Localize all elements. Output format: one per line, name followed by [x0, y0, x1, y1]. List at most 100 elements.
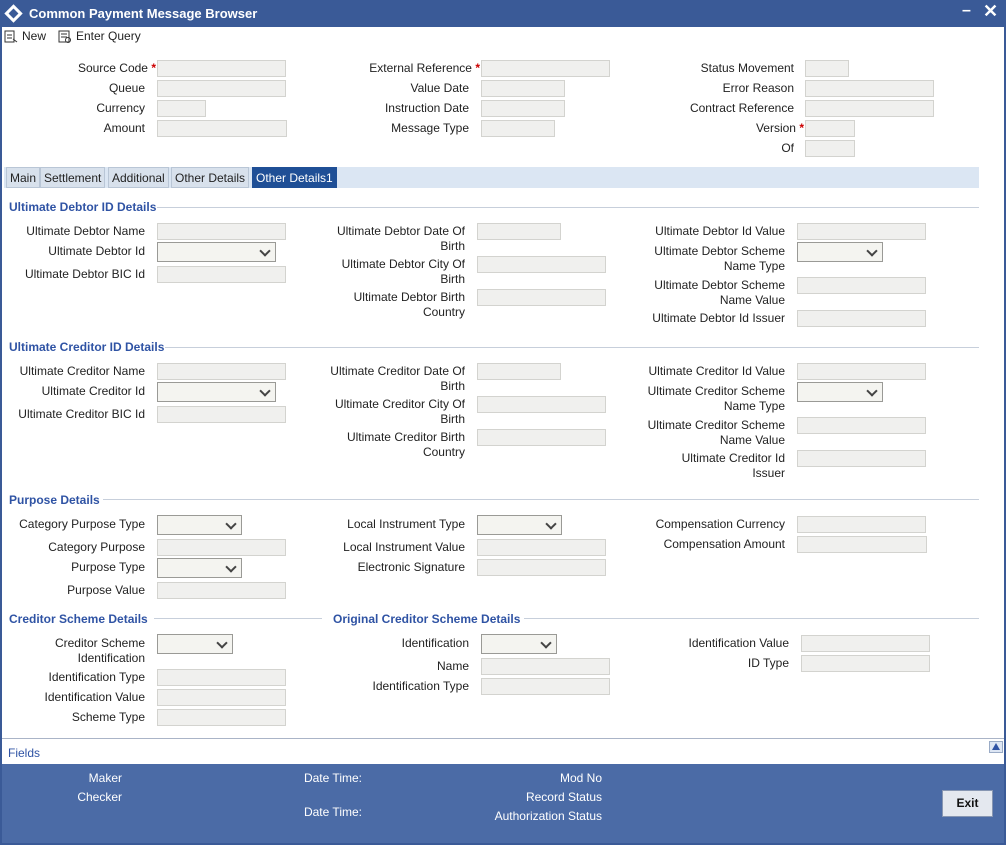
electronic-signature-label: Electronic Signature [357, 560, 465, 574]
ultimate-creditor-id-select[interactable] [157, 382, 276, 402]
original-identification-select[interactable] [481, 634, 557, 654]
original-id-type-field[interactable] [801, 655, 930, 672]
ultimate-debtor-birth-country-field[interactable] [477, 289, 606, 306]
queue-field[interactable] [157, 80, 286, 97]
section-divider [157, 207, 979, 208]
currency-label: Currency [96, 101, 145, 115]
value-date-field[interactable] [481, 80, 565, 97]
ultimate-debtor-bic-id-label: Ultimate Debtor BIC Id [24, 267, 145, 281]
amount-field[interactable] [157, 120, 287, 137]
compensation-amount-label: Compensation Amount [663, 537, 785, 551]
local-instrument-value-field[interactable] [477, 539, 606, 556]
category-purpose-label: Category Purpose [48, 540, 145, 554]
electronic-signature-field[interactable] [477, 559, 606, 576]
ultimate-creditor-birth-country-field[interactable] [477, 429, 606, 446]
enter-query-button[interactable]: Enter Query [58, 28, 141, 46]
error-reason-field[interactable] [805, 80, 934, 97]
compensation-amount-field[interactable] [797, 536, 927, 553]
ultimate-creditor-id-value-label: Ultimate Creditor Id Value [648, 364, 786, 378]
creditor-scheme-section-title: Creditor Scheme Details [9, 612, 148, 626]
ultimate-debtor-id-issuer-field[interactable] [797, 310, 926, 327]
tab-settlement[interactable]: Settlement [40, 167, 106, 188]
ultimate-creditor-city-of-birth-field[interactable] [477, 396, 606, 413]
creditor-identification-type-field[interactable] [157, 669, 286, 686]
new-label: New [22, 29, 47, 43]
ultimate-creditor-scheme-name-type-select[interactable] [797, 382, 883, 402]
ultimate-creditor-bic-id-field[interactable] [157, 406, 286, 423]
mod-no-label: Mod No [559, 771, 602, 785]
ultimate-debtor-date-of-birth-field[interactable] [477, 223, 561, 240]
of-field[interactable] [805, 140, 855, 157]
ultimate-debtor-city-of-birth-label: Ultimate Debtor City Of Birth [341, 257, 465, 286]
minimize-icon[interactable]: – [962, 2, 971, 19]
purpose-section-title: Purpose Details [9, 493, 100, 507]
close-icon[interactable]: ✕ [983, 1, 999, 21]
audit-footer: Maker Checker Date Time: Date Time: Mod … [2, 764, 1004, 843]
ultimate-creditor-date-of-birth-field[interactable] [477, 363, 561, 380]
creditor-identification-value-field[interactable] [157, 689, 286, 706]
ultimate-debtor-city-of-birth-field[interactable] [477, 256, 606, 273]
ultimate-creditor-id-value-field[interactable] [797, 363, 926, 380]
section-divider [154, 618, 322, 619]
fields-link[interactable]: Fields [8, 746, 41, 760]
window-title: Common Payment Message Browser [29, 6, 258, 21]
contract-reference-label: Contract Reference [689, 101, 794, 115]
compensation-currency-label: Compensation Currency [655, 517, 785, 531]
creditor-scheme-identification-select[interactable] [157, 634, 233, 654]
ultimate-debtor-name-field[interactable] [157, 223, 286, 240]
ultimate-creditor-scheme-name-value-label: Ultimate Creditor Scheme Name Value [647, 418, 785, 447]
ultimate-debtor-id-value-field[interactable] [797, 223, 926, 240]
scheme-type-field[interactable] [157, 709, 286, 726]
local-instrument-type-select[interactable] [477, 515, 562, 535]
message-type-field[interactable] [481, 120, 555, 137]
ultimate-creditor-bic-id-label: Ultimate Creditor BIC Id [18, 407, 145, 421]
purpose-type-label: Purpose Type [71, 560, 145, 574]
category-purpose-type-select[interactable] [157, 515, 242, 535]
external-reference-field[interactable] [481, 60, 610, 77]
maker-label: Maker [88, 771, 122, 785]
ultimate-debtor-scheme-name-value-field[interactable] [797, 277, 926, 294]
original-identification-type-label: Identification Type [372, 679, 469, 693]
purpose-type-select[interactable] [157, 558, 242, 578]
ultimate-creditor-id-issuer-field[interactable] [797, 450, 926, 467]
ultimate-debtor-name-label: Ultimate Debtor Name [26, 224, 145, 238]
contract-reference-field[interactable] [805, 100, 934, 117]
tab-main[interactable]: Main [6, 167, 41, 188]
external-reference-label: External Reference * [369, 61, 480, 75]
ultimate-creditor-scheme-name-type-label: Ultimate Creditor Scheme Name Type [647, 384, 785, 413]
original-identification-value-field[interactable] [801, 635, 930, 652]
ultimate-debtor-scheme-name-type-select[interactable] [797, 242, 883, 262]
error-reason-label: Error Reason [722, 81, 794, 95]
new-button[interactable]: New [4, 28, 46, 46]
instruction-date-field[interactable] [481, 100, 565, 117]
version-field[interactable] [805, 120, 855, 137]
message-type-label: Message Type [391, 121, 469, 135]
status-movement-field[interactable] [805, 60, 849, 77]
compensation-currency-field[interactable] [797, 516, 926, 533]
tab-other-details1[interactable]: Other Details1 [252, 167, 337, 188]
ultimate-creditor-id-issuer-label: Ultimate Creditor Id Issuer [681, 451, 785, 480]
ultimate-creditor-scheme-name-value-field[interactable] [797, 417, 926, 434]
tab-additional[interactable]: Additional [108, 167, 169, 188]
currency-field[interactable] [157, 100, 206, 117]
tab-other-details[interactable]: Other Details [171, 167, 250, 188]
enter-query-label: Enter Query [76, 29, 141, 43]
collapse-up-icon[interactable] [989, 741, 1003, 753]
exit-button[interactable]: Exit [942, 790, 993, 817]
ultimate-creditor-name-field[interactable] [157, 363, 286, 380]
ultimate-debtor-birth-country-label: Ultimate Debtor Birth Country [353, 290, 465, 319]
source-code-field[interactable] [157, 60, 286, 77]
app-diamond-icon [4, 4, 23, 23]
original-identification-type-field[interactable] [481, 678, 610, 695]
original-name-field[interactable] [481, 658, 610, 675]
purpose-value-field[interactable] [157, 582, 286, 599]
ultimate-debtor-id-issuer-label: Ultimate Debtor Id Issuer [652, 311, 785, 325]
scheme-type-label: Scheme Type [71, 710, 145, 724]
creditor-identification-value-label: Identification Value [44, 690, 145, 704]
version-label: Version * [755, 121, 804, 135]
ultimate-debtor-id-select[interactable] [157, 242, 276, 262]
ultimate-debtor-bic-id-field[interactable] [157, 266, 286, 283]
ultimate-debtor-date-of-birth-label: Ultimate Debtor Date Of Birth [336, 224, 465, 253]
instruction-date-label: Instruction Date [384, 101, 469, 115]
category-purpose-field[interactable] [157, 539, 286, 556]
